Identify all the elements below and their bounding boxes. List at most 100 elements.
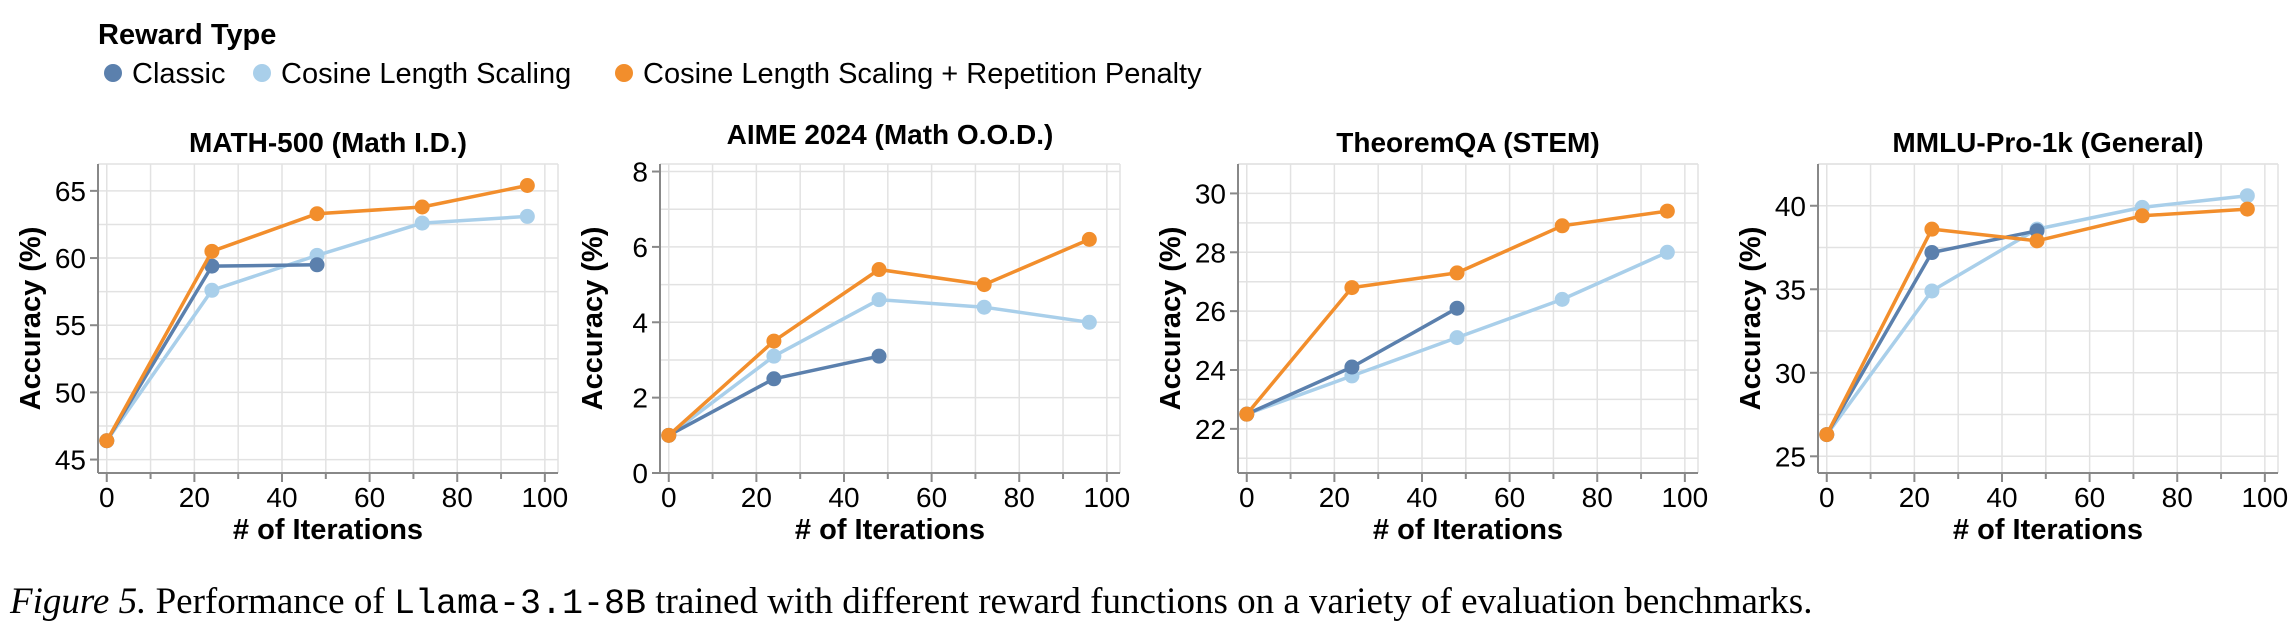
data-point-cosine-length-scaling-repetition-penalty [1819,427,1835,443]
x-tick-label: 60 [1494,482,1525,513]
legend-item-cosine-length-scaling: Cosine Length Scaling [253,58,571,90]
x-tick-label: 100 [1661,482,1708,513]
chart-math-500-math-i-d: 0 20 40 60 80 100 45 50 55 60 65 MATH-500 (Math I.D… [15,127,568,546]
x-tick-label: 20 [1319,482,1350,513]
legend-title: Reward Type [98,19,276,51]
data-point-cosine-length-scaling-repetition-penalty [871,262,887,278]
caption-label: Figure 5. [10,581,147,622]
x-tick-label: 40 [828,482,859,513]
y-axis-label: Accuracy (%) [1155,227,1187,411]
data-point-cosine-length-scaling [871,292,887,308]
caption-model-name: Llama-3.1-8B [393,584,646,624]
data-point-cosine-length-scaling [519,208,535,224]
data-point-cosine-length-scaling-repetition-penalty [1554,218,1570,234]
data-point-cosine-length-scaling-repetition-penalty [1449,265,1465,281]
caption-text-before: Performance of [146,581,394,622]
y-tick-label: 8 [632,157,648,188]
data-point-cosine-length-scaling-repetition-penalty [204,243,220,259]
y-axis-label: Accuracy (%) [15,227,47,411]
data-point-classic [1449,300,1465,316]
x-tick-label: 0 [1819,482,1835,513]
x-tick-label: 80 [1582,482,1613,513]
series-classic [1819,223,2045,443]
y-axis-label: Accuracy (%) [1735,227,1767,411]
data-point-cosine-length-scaling-repetition-penalty [976,277,992,293]
x-tick-label: 60 [354,482,385,513]
series-cosine-length-scaling-repetition-penalty [661,231,1097,443]
x-tick-label: 20 [741,482,772,513]
data-point-cosine-length-scaling-repetition-penalty [1924,221,1940,237]
x-tick-label: 40 [1406,482,1437,513]
data-point-cosine-length-scaling [766,348,782,364]
x-tick-label: 80 [1004,482,1035,513]
series-cosine-length-scaling [99,208,535,449]
data-point-cosine-length-scaling-repetition-penalty [1659,203,1675,219]
data-point-classic [1924,245,1940,261]
data-point-cosine-length-scaling-repetition-penalty [309,206,325,222]
data-point-classic [204,258,220,274]
y-tick-label: 40 [1775,191,1806,222]
legend-swatch-classic [104,64,122,82]
series-classic [1239,300,1465,422]
y-tick-label: 24 [1195,355,1226,386]
data-point-cosine-length-scaling [1924,283,1940,299]
chart-theoremqa-stem: 0 20 40 60 80 100 22 24 26 28 30 TheoremQA (STEM) # … [1155,127,1708,546]
data-point-classic [1344,359,1360,375]
data-point-classic [309,257,325,273]
x-tick-label: 0 [661,482,677,513]
figure: Reward Type Classic Cosine Length Scaling… [15,19,2288,546]
x-tick-label: 40 [1986,482,2017,513]
data-point-classic [766,371,782,387]
data-point-cosine-length-scaling [414,215,430,231]
x-axis-label: # of Iterations [795,514,985,546]
data-point-cosine-length-scaling [204,282,220,298]
data-point-cosine-length-scaling-repetition-penalty [766,333,782,349]
data-point-cosine-length-scaling-repetition-penalty [1081,231,1097,247]
y-tick-label: 22 [1195,414,1226,445]
x-axis-label: # of Iterations [1953,514,2143,546]
x-axis-label: # of Iterations [233,514,423,546]
legend-item-classic: Classic [104,58,225,90]
data-point-cosine-length-scaling-repetition-penalty [414,199,430,215]
y-tick-label: 65 [55,176,86,207]
legend-swatch-cosine-length-scaling [253,64,271,82]
series-cosine-length-scaling-repetition-penalty [1239,203,1675,422]
series-line-classic [1825,229,2039,437]
x-tick-label: 100 [2241,482,2288,513]
x-tick-label: 60 [916,482,947,513]
y-tick-label: 25 [1775,441,1806,472]
data-point-classic [871,348,887,364]
series-cosine-length-scaling-repetition-penalty [99,177,535,449]
x-tick-label: 60 [2074,482,2105,513]
data-point-cosine-length-scaling-repetition-penalty [1239,406,1255,422]
x-tick-label: 0 [99,482,115,513]
y-axis-label: Accuracy (%) [577,227,609,411]
data-point-cosine-length-scaling [2239,188,2255,204]
x-axis-label: # of Iterations [1373,514,1563,546]
data-point-cosine-length-scaling-repetition-penalty [1344,280,1360,296]
y-tick-label: 4 [632,307,648,338]
legend-swatch-cosine-length-scaling-repetition-penalty [615,64,633,82]
series-cosine-length-scaling-repetition-penalty [1819,201,2255,443]
chart-title: MMLU-Pro-1k (General) [1892,127,2203,158]
y-tick-label: 30 [1775,358,1806,389]
y-tick-label: 6 [632,232,648,263]
y-tick-label: 50 [55,377,86,408]
data-point-cosine-length-scaling [1659,244,1675,260]
data-point-cosine-length-scaling [1081,314,1097,330]
y-tick-label: 60 [55,243,86,274]
legend-label-classic: Classic [132,58,225,90]
y-tick-label: 26 [1195,296,1226,327]
series-line-cosine-length-scaling [667,297,1092,438]
data-point-cosine-length-scaling [976,299,992,315]
data-point-cosine-length-scaling-repetition-penalty [661,427,677,443]
y-tick-label: 35 [1775,274,1806,305]
data-point-cosine-length-scaling-repetition-penalty [2134,208,2150,224]
y-tick-label: 0 [632,458,648,489]
y-tick-label: 30 [1195,178,1226,209]
chart-title: TheoremQA (STEM) [1336,127,1599,158]
y-tick-label: 28 [1195,237,1226,268]
data-point-cosine-length-scaling [1554,291,1570,307]
data-point-cosine-length-scaling-repetition-penalty [99,433,115,449]
x-tick-label: 80 [2162,482,2193,513]
